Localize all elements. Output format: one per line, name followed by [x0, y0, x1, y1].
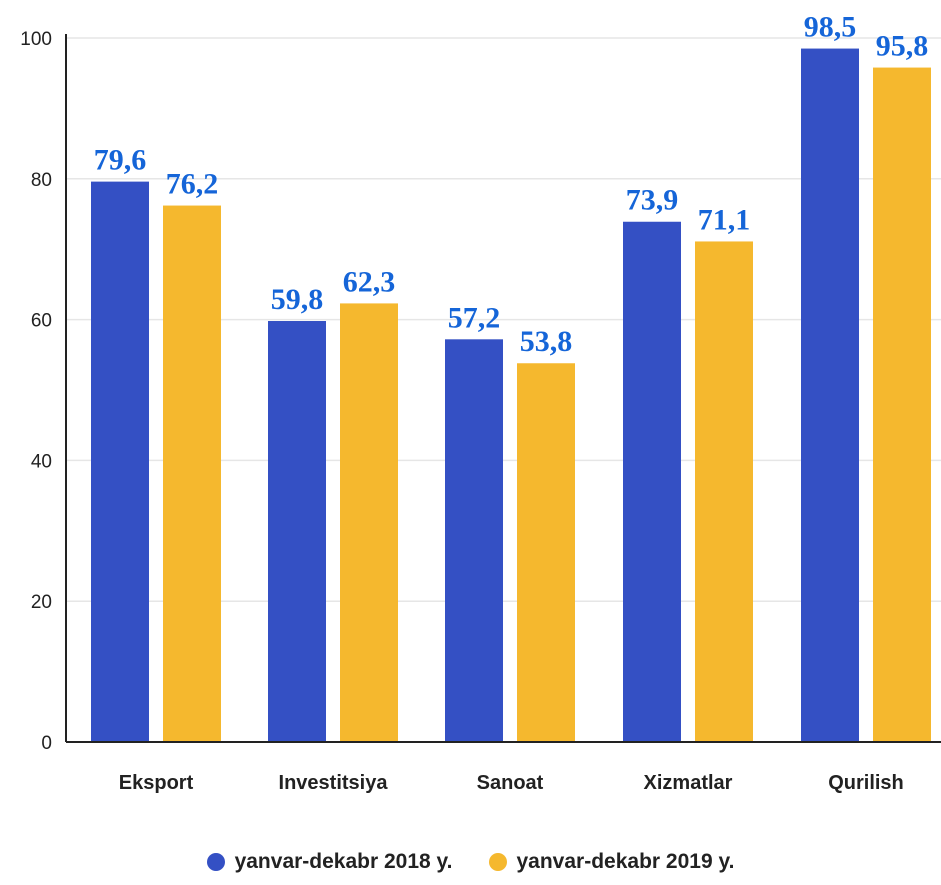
x-category-label-investitsiya: Investitsiya: [279, 772, 389, 794]
bar-eksport-2019: [163, 205, 221, 742]
legend-item-2018: yanvar-dekabr 2018 y.: [206, 850, 453, 874]
legend-label-2018: yanvar-dekabr 2018 y.: [234, 850, 453, 873]
legend-marker-2018: [206, 853, 225, 871]
x-category-label-eksport: Eksport: [119, 772, 194, 794]
x-axis-category-labels: Eksport Investitsiya Sanoat Xizmatlar Qurili…: [119, 772, 904, 794]
bar-investitsiya-2019: [340, 303, 398, 742]
x-category-label-sanoat: Sanoat: [477, 772, 544, 794]
bar-xizmatlar-2019: [695, 241, 753, 742]
y-tick-label-40: 40: [31, 451, 52, 472]
data-label-xizmatlar-2019: 71,1: [698, 203, 751, 236]
y-tick-label-60: 60: [31, 311, 52, 332]
legend-label-2019: yanvar-dekabr 2019 y.: [516, 850, 735, 873]
data-labels: 79,6 76,2 59,8 62,3 57,2 53,8 73,9 71,1 98,5 95,8: [94, 11, 929, 359]
data-label-sanoat-2018: 57,2: [448, 301, 501, 334]
bar-xizmatlar-2018: [623, 221, 681, 742]
bar-qurilish-2018: [801, 48, 859, 743]
x-category-label-xizmatlar: Xizmatlar: [644, 772, 733, 794]
data-label-qurilish-2018: 98,5: [804, 11, 857, 44]
bar-investitsiya-2018: [268, 321, 326, 742]
bar-eksport-2018: [91, 181, 149, 743]
y-tick-label-0: 0: [41, 733, 52, 754]
x-category-label-qurilish: Qurilish: [828, 772, 904, 794]
legend-marker-2019: [488, 853, 507, 871]
bar-sanoat-2018: [445, 339, 503, 742]
y-tick-label-20: 20: [31, 592, 52, 613]
y-tick-label-80: 80: [31, 170, 52, 191]
data-label-investitsiya-2019: 62,3: [343, 265, 396, 298]
bar-qurilish-2019: [873, 67, 931, 743]
y-axis-tick-labels: 0 20 40 60 80 100: [20, 29, 52, 754]
data-label-sanoat-2019: 53,8: [520, 325, 573, 358]
bars: [91, 48, 931, 743]
data-label-eksport-2019: 76,2: [166, 168, 219, 201]
data-label-investitsiya-2018: 59,8: [271, 283, 324, 316]
legend-item-2019: yanvar-dekabr 2019 y.: [488, 850, 735, 874]
data-label-qurilish-2019: 95,8: [876, 30, 929, 63]
data-label-eksport-2018: 79,6: [94, 144, 147, 177]
data-label-xizmatlar-2018: 73,9: [626, 184, 679, 217]
bar-sanoat-2019: [517, 363, 575, 742]
axes: [65, 34, 941, 743]
legend: yanvar-dekabr 2018 y. yanvar-dekabr 2019…: [0, 850, 941, 874]
y-tick-label-100: 100: [20, 29, 52, 50]
